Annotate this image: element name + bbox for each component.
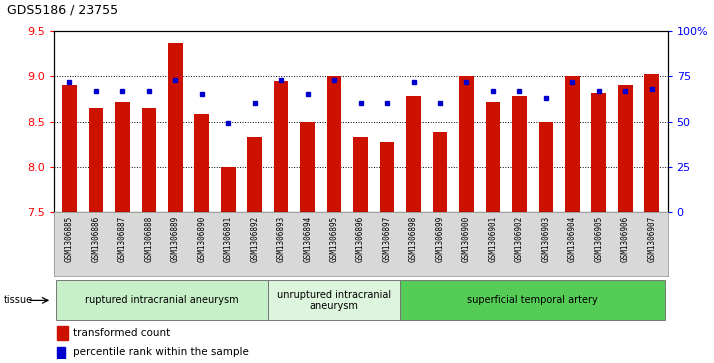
Text: ruptured intracranial aneurysm: ruptured intracranial aneurysm [85, 295, 239, 305]
Text: GSM1306891: GSM1306891 [223, 216, 233, 262]
Bar [565, 76, 580, 212]
Text: GSM1306900: GSM1306900 [462, 216, 471, 262]
Text: GSM1306897: GSM1306897 [383, 216, 391, 262]
Bar [380, 142, 394, 212]
FancyBboxPatch shape [401, 280, 665, 321]
Text: GSM1306886: GSM1306886 [91, 216, 101, 262]
Bar [459, 76, 473, 212]
Text: GSM1306898: GSM1306898 [409, 216, 418, 262]
Bar [406, 96, 421, 212]
Bar [194, 114, 209, 212]
Bar [486, 102, 501, 212]
Text: GSM1306892: GSM1306892 [250, 216, 259, 262]
Bar [221, 167, 236, 212]
Text: GSM1306887: GSM1306887 [118, 216, 127, 262]
Bar [248, 137, 262, 212]
Text: GSM1306889: GSM1306889 [171, 216, 180, 262]
Text: GSM1306885: GSM1306885 [65, 216, 74, 262]
Text: GSM1306905: GSM1306905 [594, 216, 603, 262]
Text: GSM1306904: GSM1306904 [568, 216, 577, 262]
Bar [62, 85, 76, 212]
Bar [56, 326, 68, 340]
Bar [274, 81, 288, 212]
Text: superficial temporal artery: superficial temporal artery [467, 295, 598, 305]
Text: GSM1306895: GSM1306895 [330, 216, 338, 262]
Text: tissue: tissue [4, 295, 33, 305]
Bar [433, 132, 447, 212]
Text: GSM1306901: GSM1306901 [488, 216, 498, 262]
Text: percentile rank within the sample: percentile rank within the sample [74, 347, 249, 357]
Bar [645, 73, 659, 212]
Bar [56, 347, 64, 358]
Text: GSM1306890: GSM1306890 [197, 216, 206, 262]
Text: GSM1306896: GSM1306896 [356, 216, 365, 262]
Bar [327, 76, 341, 212]
Bar [301, 122, 315, 212]
Bar [618, 85, 633, 212]
Text: GSM1306893: GSM1306893 [276, 216, 286, 262]
Text: GSM1306899: GSM1306899 [436, 216, 445, 262]
Bar [353, 137, 368, 212]
Text: GSM1306907: GSM1306907 [647, 216, 656, 262]
Bar [168, 42, 183, 212]
Text: unruptured intracranial
aneurysm: unruptured intracranial aneurysm [277, 290, 391, 311]
Text: GSM1306906: GSM1306906 [620, 216, 630, 262]
Bar [115, 102, 130, 212]
Text: GSM1306902: GSM1306902 [515, 216, 524, 262]
FancyBboxPatch shape [268, 280, 401, 321]
Bar [89, 108, 104, 212]
Bar [141, 108, 156, 212]
Bar [591, 93, 606, 212]
Text: transformed count: transformed count [74, 328, 171, 338]
Bar [538, 122, 553, 212]
FancyBboxPatch shape [56, 280, 268, 321]
Bar [512, 96, 527, 212]
Text: GSM1306888: GSM1306888 [144, 216, 154, 262]
Text: GDS5186 / 23755: GDS5186 / 23755 [7, 3, 119, 16]
Text: GSM1306903: GSM1306903 [541, 216, 550, 262]
Text: GSM1306894: GSM1306894 [303, 216, 312, 262]
